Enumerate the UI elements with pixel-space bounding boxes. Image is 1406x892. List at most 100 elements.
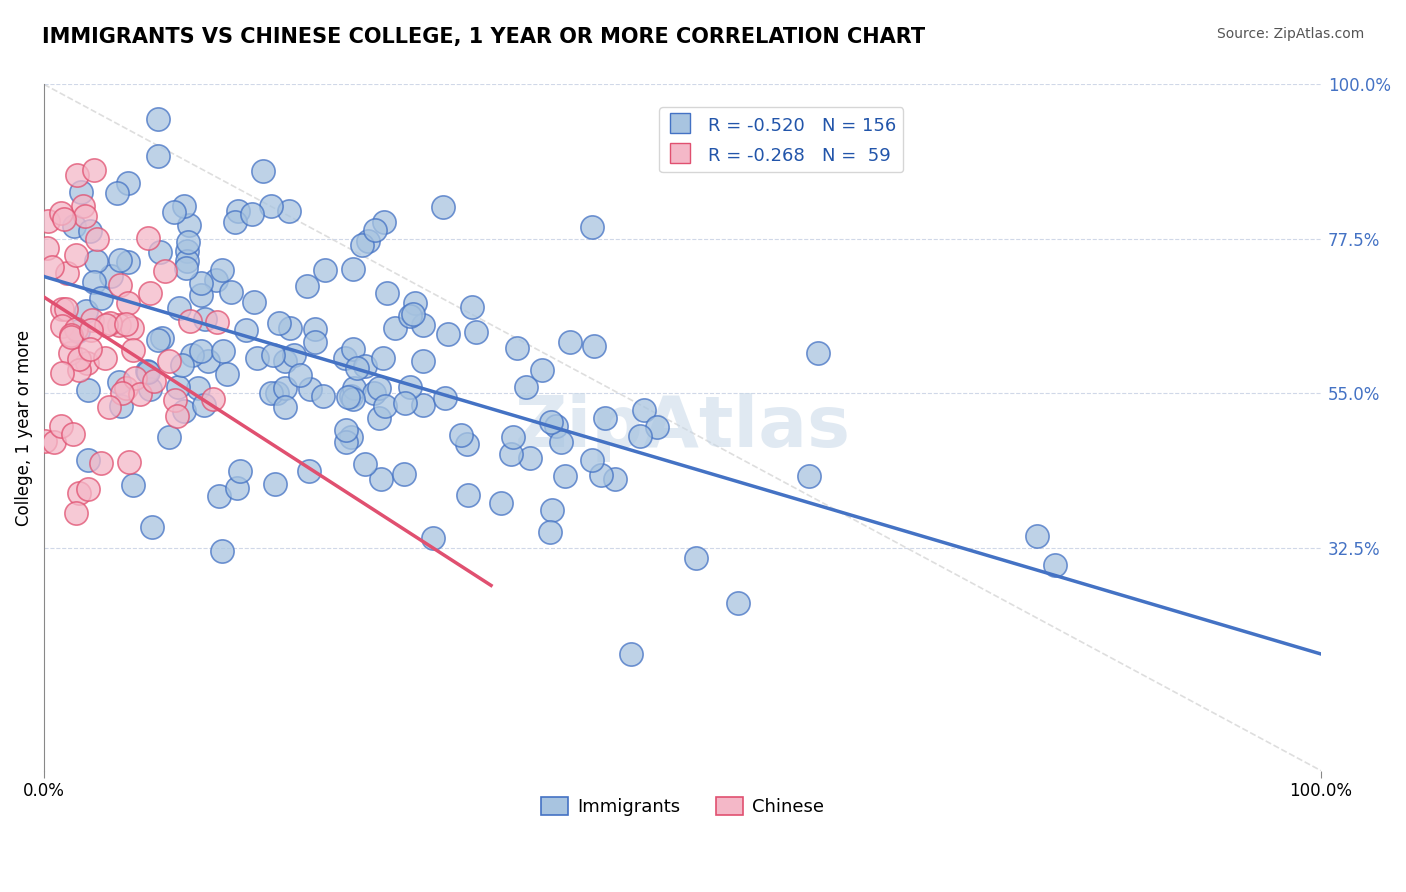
Point <box>37 214 59 228</box>
Point <box>342 392 364 406</box>
Point <box>412 354 434 368</box>
Point <box>108 253 131 268</box>
Point <box>541 502 564 516</box>
Point <box>368 410 391 425</box>
Point <box>166 409 188 423</box>
Point <box>374 399 396 413</box>
Point <box>72 199 94 213</box>
Point <box>628 429 651 443</box>
Point <box>450 428 472 442</box>
Point <box>457 488 479 502</box>
Point <box>363 386 385 401</box>
Point <box>260 386 283 401</box>
Point <box>117 296 139 310</box>
Point <box>194 312 217 326</box>
Point <box>371 351 394 366</box>
Point <box>86 231 108 245</box>
Point <box>645 420 668 434</box>
Point <box>73 209 96 223</box>
Point <box>65 248 87 262</box>
Point <box>163 205 186 219</box>
Point <box>554 468 576 483</box>
Point <box>262 347 284 361</box>
Point <box>53 211 76 226</box>
Point <box>111 386 134 401</box>
Point <box>149 245 172 260</box>
Point <box>364 223 387 237</box>
Point <box>96 318 118 332</box>
Point <box>357 234 380 248</box>
Point <box>464 326 486 340</box>
Point <box>283 348 305 362</box>
Text: Source: ZipAtlas.com: Source: ZipAtlas.com <box>1216 27 1364 41</box>
Point <box>176 254 198 268</box>
Point <box>225 481 247 495</box>
Point <box>93 351 115 365</box>
Point <box>519 450 541 465</box>
Point <box>1025 529 1047 543</box>
Point <box>117 255 139 269</box>
Point <box>138 285 160 300</box>
Point <box>433 391 456 405</box>
Point <box>412 318 434 332</box>
Point <box>550 435 572 450</box>
Point <box>412 398 434 412</box>
Point <box>129 387 152 401</box>
Point <box>97 401 120 415</box>
Point <box>685 551 707 566</box>
Point <box>79 342 101 356</box>
Point <box>143 374 166 388</box>
Point <box>432 200 454 214</box>
Point <box>62 426 84 441</box>
Point <box>342 342 364 356</box>
Point <box>107 375 129 389</box>
Point <box>65 506 87 520</box>
Point <box>370 472 392 486</box>
Point <box>60 329 83 343</box>
Point <box>208 489 231 503</box>
Point <box>37 241 59 255</box>
Point <box>176 244 198 258</box>
Point <box>157 354 180 368</box>
Point <box>190 288 212 302</box>
Point <box>150 331 173 345</box>
Point <box>67 363 90 377</box>
Point <box>531 363 554 377</box>
Y-axis label: College, 1 year or more: College, 1 year or more <box>15 329 32 525</box>
Point <box>51 366 73 380</box>
Point <box>581 452 603 467</box>
Point <box>215 367 238 381</box>
Point <box>298 382 321 396</box>
Point <box>117 176 139 190</box>
Point <box>55 301 77 316</box>
Point <box>583 339 606 353</box>
Point <box>269 316 291 330</box>
Point <box>180 348 202 362</box>
Point <box>90 291 112 305</box>
Point <box>384 321 406 335</box>
Point <box>260 199 283 213</box>
Point <box>80 323 103 337</box>
Point <box>83 162 105 177</box>
Point <box>727 596 749 610</box>
Point <box>377 285 399 300</box>
Point <box>173 199 195 213</box>
Point <box>368 380 391 394</box>
Point <box>456 436 478 450</box>
Point <box>60 327 83 342</box>
Point <box>354 457 377 471</box>
Point <box>51 301 73 316</box>
Point <box>263 477 285 491</box>
Point <box>398 379 420 393</box>
Point <box>437 326 460 341</box>
Point <box>77 453 100 467</box>
Point <box>335 434 357 449</box>
Point <box>177 219 200 233</box>
Point <box>219 285 242 300</box>
Point <box>51 206 73 220</box>
Point <box>65 321 87 335</box>
Point <box>153 264 176 278</box>
Point <box>190 276 212 290</box>
Point <box>288 368 311 382</box>
Point <box>404 296 426 310</box>
